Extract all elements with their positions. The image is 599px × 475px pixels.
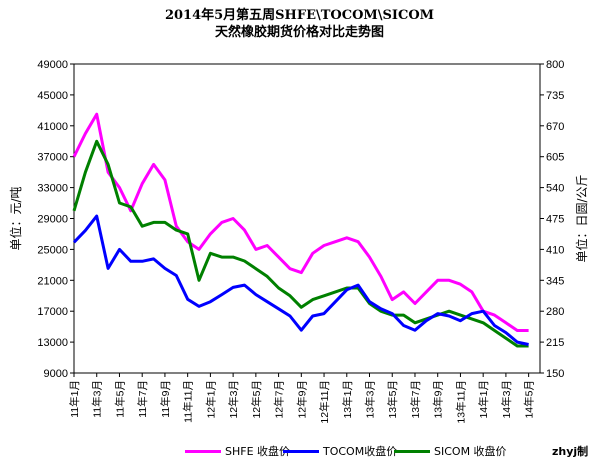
x-tick-label: 12年3月 [227, 380, 240, 419]
y-tick-label: 13000 [37, 337, 68, 349]
legend-label-shfe: SHFE 收盘价 [225, 445, 291, 458]
y-tick-label: 45000 [37, 90, 68, 102]
y-tick-label: 17000 [37, 306, 68, 318]
x-tick-label: 12年7月 [273, 380, 286, 419]
legend-swatch-sicom [394, 449, 430, 453]
plot-frame [73, 63, 541, 374]
y2-tick-label: 345 [546, 275, 564, 287]
x-tick-label: 12年5月 [250, 380, 263, 419]
y-tick-label: 41000 [37, 121, 68, 133]
x-tick-label: 11年11月 [182, 380, 195, 423]
y-tick-label: 29000 [37, 214, 68, 226]
x-tick-label: 12年9月 [295, 380, 308, 419]
y2-tick-label: 215 [546, 337, 564, 349]
legend-item-tocom: TOCOM收盘价 [283, 443, 397, 459]
x-tick-label: 13年5月 [386, 380, 399, 419]
series-line-tocom [72, 214, 529, 346]
legend-item-shfe: SHFE 收盘价 [185, 443, 290, 459]
y-tick-label: 9000 [44, 368, 68, 380]
x-tick-label: 13年3月 [364, 380, 377, 419]
x-tick-label: 13年11月 [454, 380, 467, 424]
x-tick-label: 11年1月 [68, 380, 81, 418]
y2-tick-label: 800 [546, 59, 564, 71]
x-tick-label: 14年3月 [500, 380, 513, 419]
y-axis-title: 单位：元/吨 [8, 186, 23, 250]
x-tick-label: 13年7月 [409, 380, 422, 419]
x-tick-label: 11年5月 [113, 380, 126, 418]
y2-tick-label: 540 [546, 183, 564, 195]
legend-swatch-shfe [185, 449, 221, 453]
y-tick-label: 37000 [37, 152, 68, 164]
y2-tick-label: 150 [546, 368, 564, 380]
x-tick-label: 14年5月 [523, 380, 536, 419]
credit-text: zhyj制 [552, 445, 589, 458]
x-tick-label: 13年1月 [341, 380, 354, 419]
y-tick-label: 25000 [37, 244, 68, 256]
y2-tick-label: 410 [546, 244, 564, 256]
y-tick-label: 33000 [37, 183, 68, 195]
y2-tick-label: 605 [546, 152, 564, 164]
x-tick-label: 11年9月 [159, 380, 172, 418]
x-tick-label: 12年1月 [204, 380, 217, 419]
x-tick-label: 12年11月 [318, 380, 331, 424]
y2-axis-title: 单位：日圆/公斤 [574, 174, 589, 262]
y2-tick-label: 735 [546, 90, 564, 102]
legend-label-sicom: SICOM 收盘价 [434, 445, 507, 458]
y2-tick-label: 280 [546, 306, 564, 318]
y-tick-label: 49000 [37, 59, 68, 71]
chart-title-line2: 天然橡胶期货价格对比走势图 [214, 25, 384, 40]
x-tick-label: 13年9月 [432, 380, 445, 419]
x-tick-label: 11年7月 [136, 380, 149, 418]
legend-item-sicom: SICOM 收盘价 [394, 443, 507, 459]
legend-label-tocom: TOCOM收盘价 [323, 445, 398, 458]
chart-title-line1: 2014年5月第五周SHFE\TOCOM\SICOM [164, 8, 435, 23]
series-line-sicom [72, 139, 529, 348]
y2-tick-label: 670 [546, 121, 564, 133]
y2-tick-label: 475 [546, 214, 564, 226]
x-tick-label: 14年1月 [477, 380, 490, 419]
x-tick-label: 11年3月 [91, 380, 104, 418]
legend-swatch-tocom [283, 449, 319, 453]
y-tick-label: 21000 [37, 275, 68, 287]
series-line-shfe [72, 112, 529, 332]
